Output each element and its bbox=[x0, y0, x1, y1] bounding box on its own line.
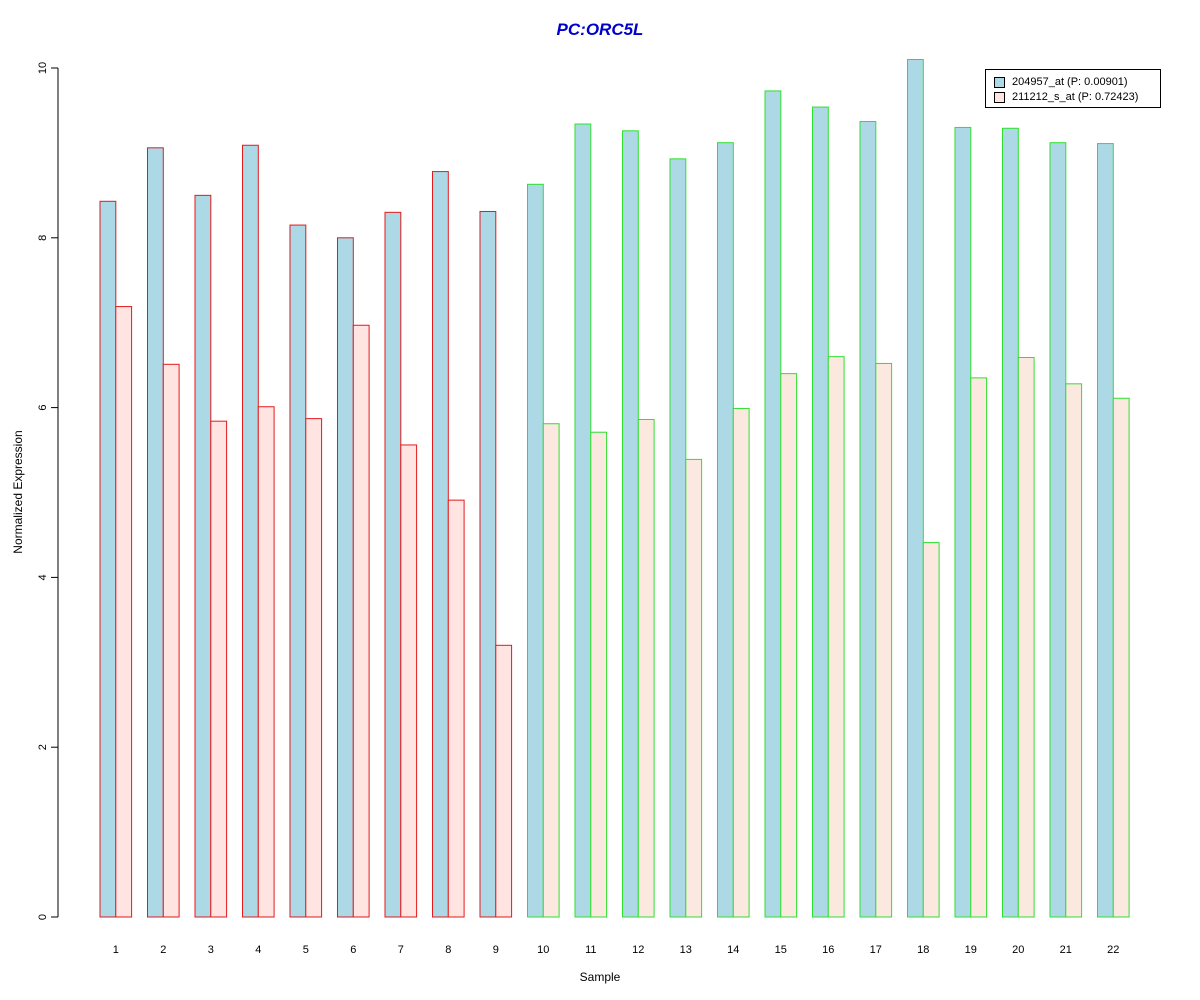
legend-item-1: 204957_at (P: 0.00901) bbox=[994, 75, 1128, 89]
x-tick-label: 15 bbox=[775, 944, 787, 956]
x-tick-label: 13 bbox=[680, 944, 692, 956]
y-tick-label: 2 bbox=[37, 744, 49, 750]
bar-series-1 bbox=[337, 237, 354, 918]
bar-series-2 bbox=[875, 362, 893, 918]
x-tick-label: 3 bbox=[208, 944, 214, 956]
bar-series-1 bbox=[194, 194, 212, 918]
bar-series-2 bbox=[732, 407, 750, 918]
bar-series-2 bbox=[780, 373, 798, 918]
bar-series-2 bbox=[922, 542, 940, 918]
bar-series-2 bbox=[685, 458, 703, 918]
bar-series-2 bbox=[970, 377, 988, 918]
x-tick-label: 9 bbox=[493, 944, 499, 956]
bar-series-2 bbox=[1017, 357, 1035, 918]
bar-series-1 bbox=[812, 106, 829, 918]
y-tick-label: 10 bbox=[37, 62, 49, 74]
x-tick-label: 16 bbox=[822, 944, 834, 956]
bar-series-1 bbox=[147, 147, 164, 918]
y-tick-label: 8 bbox=[37, 235, 49, 241]
y-axis-label: Normalized Expression bbox=[11, 430, 25, 554]
bar-series-2 bbox=[542, 423, 560, 918]
bar-series-2 bbox=[1112, 397, 1130, 918]
y-tick-label: 6 bbox=[37, 405, 49, 411]
bar-series-2 bbox=[115, 306, 133, 918]
bar-series-2 bbox=[162, 363, 180, 918]
y-tick-label: 0 bbox=[37, 914, 49, 920]
x-tick-label: 1 bbox=[113, 944, 119, 956]
x-tick-label: 17 bbox=[870, 944, 882, 956]
bar-series-1 bbox=[432, 171, 449, 918]
bar-series-1 bbox=[99, 200, 117, 918]
bar-series-1 bbox=[527, 183, 544, 918]
legend-swatch-1 bbox=[994, 76, 1005, 88]
x-tick-label: 20 bbox=[1012, 944, 1024, 956]
bar-series-2 bbox=[827, 356, 845, 918]
legend-label-2: 211212_s_at (P: 0.72423) bbox=[1012, 91, 1139, 103]
bar-series-1 bbox=[907, 59, 924, 918]
bar-series-1 bbox=[574, 123, 592, 918]
x-tick-label: 5 bbox=[303, 944, 309, 956]
x-tick-label: 10 bbox=[537, 944, 549, 956]
bar-series-1 bbox=[1049, 142, 1067, 918]
bar-series-1 bbox=[717, 142, 734, 918]
x-tick-label: 19 bbox=[965, 944, 977, 956]
bar-series-1 bbox=[859, 120, 877, 918]
bar-series-1 bbox=[1097, 143, 1114, 918]
bar-series-2 bbox=[352, 324, 370, 918]
x-tick-label: 2 bbox=[160, 944, 166, 956]
bar-series-1 bbox=[479, 210, 497, 918]
x-tick-label: 18 bbox=[917, 944, 929, 956]
x-tick-label: 7 bbox=[398, 944, 404, 956]
bar-series-1 bbox=[764, 90, 782, 918]
legend: 204957_at (P: 0.00901) 211212_s_at (P: 0… bbox=[985, 69, 1161, 108]
bar-series-1 bbox=[622, 130, 639, 918]
bar-series-2 bbox=[400, 444, 418, 918]
x-tick-label: 22 bbox=[1107, 944, 1119, 956]
bar-series-2 bbox=[637, 418, 655, 918]
bar-series-1 bbox=[1002, 127, 1019, 918]
legend-swatch-2 bbox=[994, 91, 1005, 103]
x-tick-label: 14 bbox=[727, 944, 739, 956]
bar-series-2 bbox=[495, 644, 513, 918]
bar-series-2 bbox=[1065, 383, 1083, 918]
bar-series-2 bbox=[590, 431, 608, 918]
x-tick-label: 12 bbox=[632, 944, 644, 956]
x-tick-label: 4 bbox=[255, 944, 261, 956]
x-tick-label: 21 bbox=[1060, 944, 1072, 956]
legend-item-2: 211212_s_at (P: 0.72423) bbox=[994, 90, 1138, 104]
chart-title: PC:ORC5L bbox=[556, 20, 644, 39]
bar-series-2 bbox=[257, 406, 275, 918]
legend-label-1: 204957_at (P: 0.00901) bbox=[1012, 76, 1128, 88]
x-axis-label: Sample bbox=[579, 970, 621, 984]
x-tick-label: 11 bbox=[585, 944, 596, 956]
bar-series-2 bbox=[447, 499, 465, 918]
bar-series-1 bbox=[669, 158, 687, 918]
bar-series-1 bbox=[384, 211, 402, 918]
bar-series-2 bbox=[305, 418, 323, 918]
bar-series-2 bbox=[210, 420, 228, 918]
bar-series-1 bbox=[242, 144, 259, 918]
x-tick-label: 8 bbox=[445, 944, 451, 956]
bar-series-1 bbox=[954, 126, 972, 918]
y-tick-label: 4 bbox=[37, 574, 49, 580]
bar-series-1 bbox=[289, 224, 307, 918]
x-tick-label: 6 bbox=[350, 944, 356, 956]
